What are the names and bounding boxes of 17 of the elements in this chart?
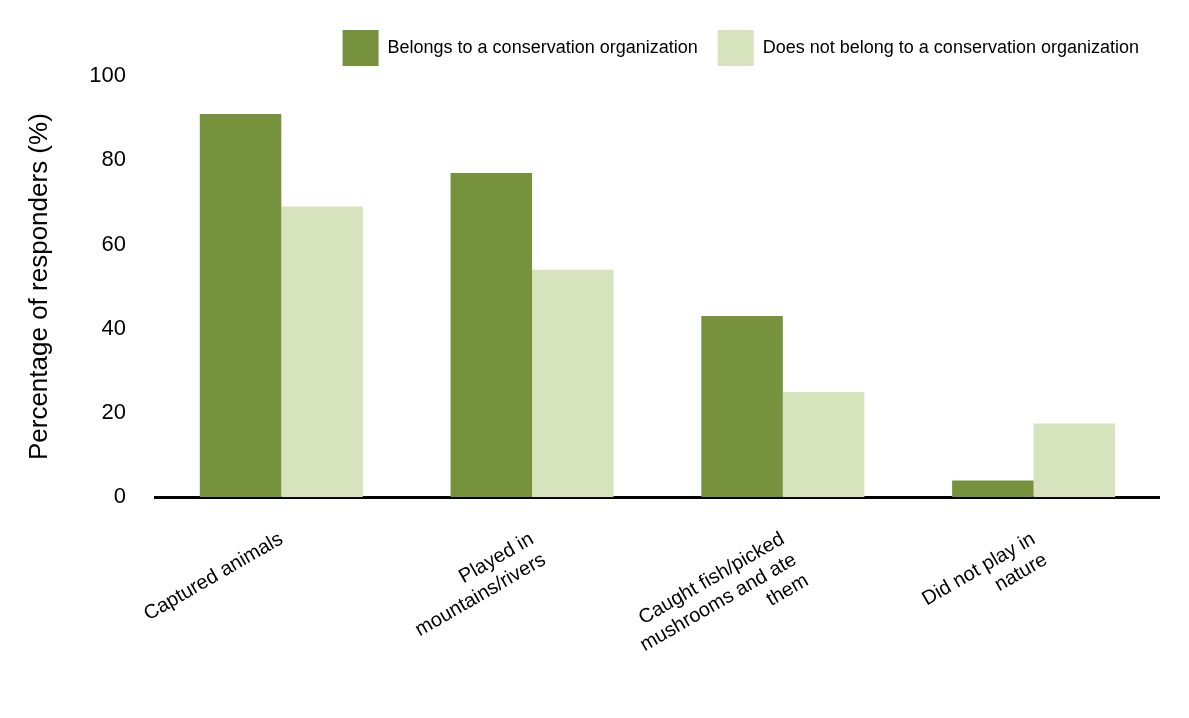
bar [450, 172, 533, 498]
y-tick-label: 60 [101, 230, 126, 256]
y-tick-label: 80 [101, 146, 126, 172]
bar [532, 269, 614, 498]
bar [199, 113, 282, 498]
y-tick-label: 100 [89, 62, 126, 88]
y-tick-label: 20 [101, 399, 126, 425]
bar [281, 206, 363, 498]
y-tick-label: 0 [113, 483, 126, 509]
y-axis-title: Percentage of responders (%) [22, 113, 53, 461]
legend-label: Belongs to a conservation organization [387, 36, 698, 57]
bar [782, 391, 865, 498]
bar [1033, 423, 1116, 498]
y-tick-label: 40 [101, 314, 126, 340]
bar [952, 480, 1034, 498]
bar [701, 316, 783, 498]
legend-label: Does not belong to a conservation organization [762, 36, 1140, 57]
